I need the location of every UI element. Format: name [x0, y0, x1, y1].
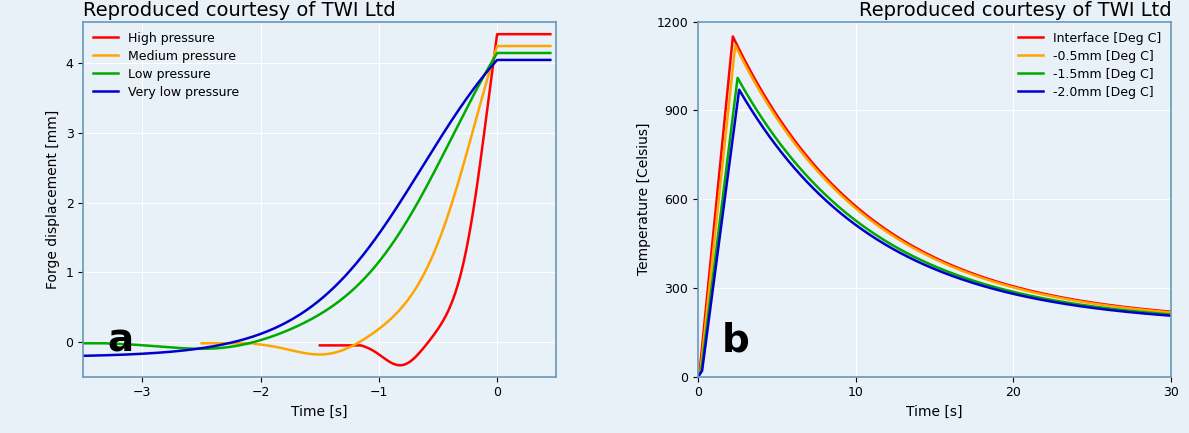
-1.5mm [Deg C]: [746, 100, 760, 106]
Interface [Deg C]: [893, 236, 907, 241]
High pressure: [392, 363, 407, 368]
Text: Reproduced courtesy of TWI Ltd: Reproduced courtesy of TWI Ltd: [83, 1, 396, 20]
Text: Reproduced courtesy of TWI Ltd: Reproduced courtesy of TWI Ltd: [858, 1, 1171, 20]
High pressure: [490, 32, 504, 37]
-1.5mm [Deg C]: [1164, 312, 1178, 317]
Medium pressure: [195, 341, 209, 346]
Low pressure: [543, 50, 558, 55]
Y-axis label: Forge displacement [mm]: Forge displacement [mm]: [46, 110, 59, 289]
High pressure: [543, 32, 558, 37]
Low pressure: [534, 50, 548, 55]
Medium pressure: [465, 130, 479, 135]
Line: Very low pressure: Very low pressure: [83, 60, 551, 356]
High pressure: [443, 302, 458, 307]
-0.5mm [Deg C]: [746, 75, 760, 81]
-0.5mm [Deg C]: [691, 374, 705, 379]
Low pressure: [276, 330, 290, 335]
-1.5mm [Deg C]: [1155, 311, 1169, 317]
Medium pressure: [415, 275, 429, 280]
Medium pressure: [241, 341, 256, 346]
Low pressure: [490, 50, 504, 55]
Medium pressure: [427, 249, 441, 254]
Text: b: b: [722, 322, 750, 360]
-0.5mm [Deg C]: [873, 224, 887, 229]
Interface [Deg C]: [1155, 308, 1169, 313]
-1.5mm [Deg C]: [773, 142, 787, 147]
-2.0mm [Deg C]: [1164, 313, 1178, 318]
Very low pressure: [157, 350, 171, 355]
Very low pressure: [484, 65, 498, 70]
Interface [Deg C]: [691, 374, 705, 379]
Line: -1.5mm [Deg C]: -1.5mm [Deg C]: [698, 78, 1171, 377]
Very low pressure: [534, 57, 548, 62]
-2.0mm [Deg C]: [1155, 313, 1169, 318]
-1.5mm [Deg C]: [691, 374, 705, 379]
Line: Medium pressure: Medium pressure: [202, 46, 551, 355]
X-axis label: Time [s]: Time [s]: [906, 405, 963, 419]
-2.0mm [Deg C]: [873, 239, 887, 244]
High pressure: [357, 344, 371, 349]
-1.5mm [Deg C]: [730, 75, 744, 81]
Line: Low pressure: Low pressure: [83, 53, 551, 349]
Medium pressure: [442, 208, 457, 213]
Low pressure: [484, 61, 498, 66]
Medium pressure: [377, 322, 391, 327]
Text: a: a: [107, 322, 133, 360]
High pressure: [313, 343, 327, 348]
Very low pressure: [130, 352, 144, 357]
Low pressure: [157, 344, 171, 349]
Very low pressure: [543, 57, 558, 62]
Low pressure: [256, 337, 270, 342]
Low pressure: [194, 346, 208, 352]
Interface [Deg C]: [873, 223, 887, 228]
-2.0mm [Deg C]: [1103, 307, 1118, 313]
Line: -0.5mm [Deg C]: -0.5mm [Deg C]: [698, 45, 1171, 377]
Legend: Interface [Deg C], -0.5mm [Deg C], -1.5mm [Deg C], -2.0mm [Deg C]: Interface [Deg C], -0.5mm [Deg C], -1.5m…: [1014, 28, 1165, 102]
-0.5mm [Deg C]: [1155, 309, 1169, 314]
Low pressure: [76, 341, 90, 346]
Low pressure: [130, 342, 144, 347]
-1.5mm [Deg C]: [1103, 306, 1118, 311]
High pressure: [396, 362, 410, 367]
High pressure: [319, 343, 333, 348]
Interface [Deg C]: [1103, 303, 1118, 308]
Very low pressure: [76, 353, 90, 359]
-0.5mm [Deg C]: [893, 238, 907, 243]
Medium pressure: [543, 43, 558, 48]
-1.5mm [Deg C]: [873, 235, 887, 240]
Legend: High pressure, Medium pressure, Low pressure, Very low pressure: High pressure, Medium pressure, Low pres…: [89, 28, 243, 102]
Interface [Deg C]: [746, 72, 760, 77]
Medium pressure: [490, 43, 504, 48]
-0.5mm [Deg C]: [1103, 304, 1118, 309]
Line: High pressure: High pressure: [320, 34, 551, 365]
Interface [Deg C]: [773, 118, 787, 123]
Line: Interface [Deg C]: Interface [Deg C]: [698, 36, 1171, 377]
Line: -2.0mm [Deg C]: -2.0mm [Deg C]: [698, 90, 1171, 377]
Interface [Deg C]: [725, 34, 740, 39]
Medium pressure: [313, 352, 327, 357]
-2.0mm [Deg C]: [732, 87, 747, 92]
Y-axis label: Temperature [Celsius]: Temperature [Celsius]: [637, 123, 652, 275]
Very low pressure: [256, 331, 270, 336]
-0.5mm [Deg C]: [1164, 310, 1178, 315]
-2.0mm [Deg C]: [691, 374, 705, 379]
X-axis label: Time [s]: Time [s]: [291, 405, 348, 419]
Very low pressure: [276, 322, 290, 327]
Interface [Deg C]: [1164, 309, 1178, 314]
-2.0mm [Deg C]: [773, 149, 787, 154]
-1.5mm [Deg C]: [893, 247, 907, 252]
High pressure: [341, 343, 356, 348]
-2.0mm [Deg C]: [746, 109, 760, 114]
High pressure: [426, 333, 440, 339]
-0.5mm [Deg C]: [728, 43, 742, 48]
Very low pressure: [490, 57, 504, 62]
-0.5mm [Deg C]: [773, 121, 787, 126]
-2.0mm [Deg C]: [893, 250, 907, 255]
